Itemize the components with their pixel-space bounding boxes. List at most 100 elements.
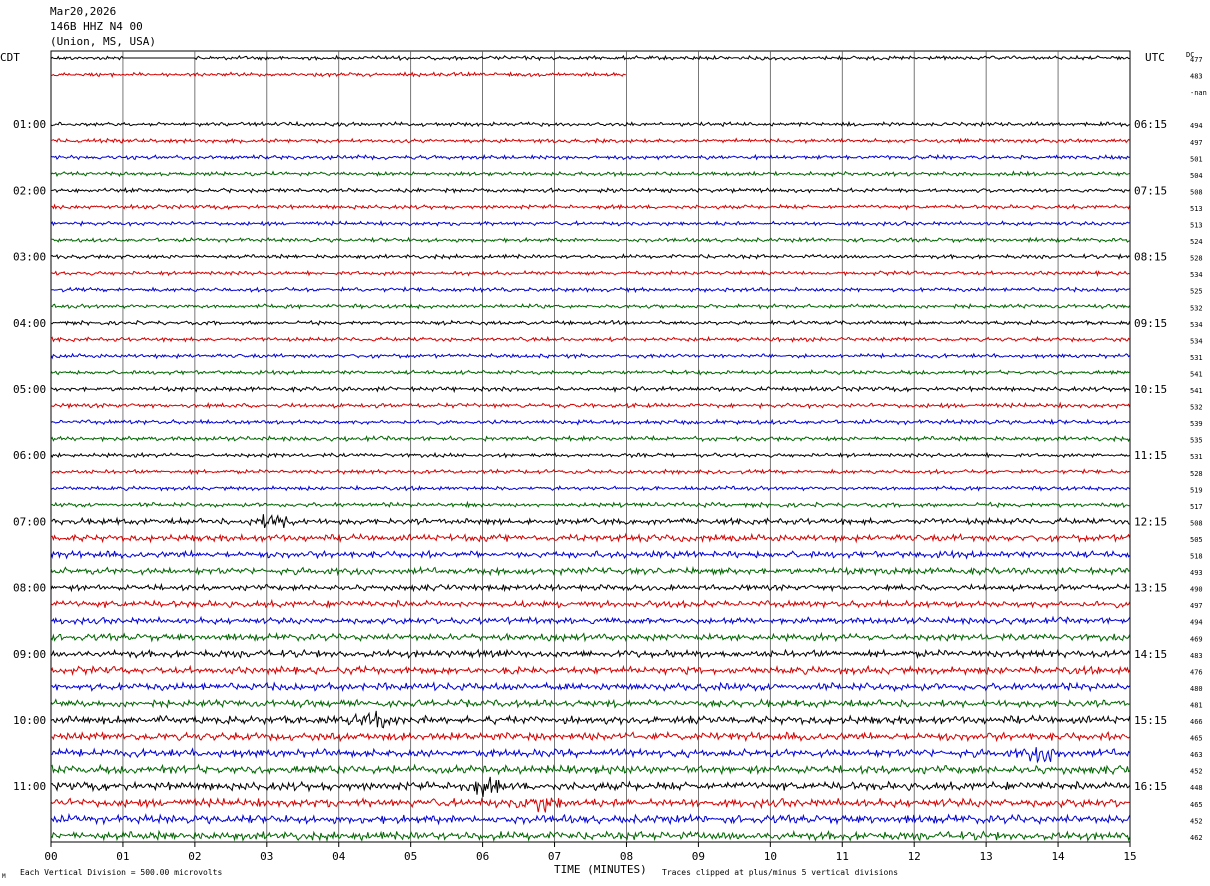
cdt-hour-label: 11:00 [13, 780, 46, 793]
dc-offset-label: 463 [1190, 751, 1203, 759]
dc-offset-label: 534 [1190, 321, 1203, 329]
x-tick-label: 04 [332, 850, 346, 863]
dc-offset-label: 534 [1190, 271, 1203, 279]
dc-offset-label: 505 [1190, 536, 1203, 544]
dc-offset-label: -nan [1190, 89, 1207, 97]
trace-row [50, 664, 1131, 677]
trace-row [50, 434, 1131, 443]
dc-offset-label: 518 [1190, 553, 1203, 561]
trace-row [50, 698, 1130, 709]
x-axis-title: TIME (MINUTES) [554, 863, 647, 876]
dc-offset-label: 465 [1190, 735, 1203, 743]
trace-row [50, 236, 1131, 244]
trace-row [50, 615, 1131, 626]
x-tick-label: 06 [476, 850, 489, 863]
x-tick-label: 01 [116, 850, 129, 863]
corner-mark: M [2, 873, 6, 880]
dc-offset-label: 497 [1190, 602, 1203, 610]
seismic-traces [50, 54, 1131, 843]
dc-offset-label: 477 [1190, 56, 1203, 64]
trace-row [50, 681, 1131, 693]
utc-hour-label: 06:15 [1134, 118, 1167, 131]
x-tick-label: 15 [1123, 850, 1136, 863]
utc-hour-label: 15:15 [1134, 714, 1167, 727]
x-tick-label: 02 [188, 850, 201, 863]
trace-row [50, 219, 1130, 227]
x-tick-label: 11 [836, 850, 849, 863]
trace-row [50, 120, 1130, 128]
dc-offset-label: 494 [1190, 619, 1203, 627]
x-tick-label: 05 [404, 850, 417, 863]
utc-hour-label: 09:15 [1134, 317, 1167, 330]
dc-offset-label: 541 [1190, 370, 1203, 378]
trace-row [50, 253, 1130, 260]
dc-offset-label: 462 [1190, 834, 1203, 842]
trace-row [50, 352, 1131, 360]
minute-gridlines [50, 50, 1131, 843]
x-tick-label: 07 [548, 850, 561, 863]
trace-row [50, 418, 1131, 426]
trace-row [50, 369, 1131, 376]
dc-offset-label: 465 [1190, 801, 1203, 809]
dc-offset-label: 480 [1190, 685, 1203, 693]
dc-offset-label: 528 [1190, 255, 1203, 263]
cdt-hour-label: 05:00 [13, 383, 46, 396]
dc-offset-label: 519 [1190, 486, 1203, 494]
trace-row [50, 137, 1131, 145]
utc-hour-label: 08:15 [1134, 251, 1167, 264]
header-location: (Union, MS, USA) [50, 35, 156, 48]
utc-hour-label: 12:15 [1134, 515, 1167, 528]
utc-hour-labels: 06:15 07:15 08:15 09:15 10:15 11:15 12:15 13:15… [1134, 118, 1167, 793]
trace-row [50, 598, 1131, 609]
right-timezone-label: UTC [1145, 51, 1165, 64]
x-tick-label: 14 [1051, 850, 1065, 863]
trace-row [50, 303, 1131, 310]
dc-offset-label: 476 [1190, 668, 1203, 676]
trace-row [50, 565, 1130, 577]
left-timezone-label: CDT [0, 51, 20, 64]
trace-row [50, 730, 1131, 743]
dc-offset-label: 531 [1190, 354, 1203, 362]
dc-offset-label: 483 [1190, 652, 1203, 660]
trace-row [50, 582, 1130, 593]
x-tick-label: 09 [692, 850, 705, 863]
scale-note: Each Vertical Division = 500.00 microvol… [20, 868, 222, 877]
dc-offset-label: 508 [1190, 519, 1203, 527]
trace-row [50, 514, 1130, 529]
dc-offset-label: 494 [1190, 122, 1203, 130]
trace-row [51, 468, 1130, 476]
dc-offset-label: 452 [1190, 817, 1203, 825]
dc-offset-label: 448 [1190, 784, 1203, 792]
dc-offset-label: 513 [1190, 205, 1203, 213]
dc-offset-label: 524 [1190, 238, 1203, 246]
trace-row [50, 319, 1131, 327]
trace-row [50, 451, 1131, 459]
cdt-hour-label: 03:00 [13, 251, 46, 264]
dc-offset-label: 452 [1190, 768, 1203, 776]
utc-hour-label: 11:15 [1134, 449, 1167, 462]
trace-row [50, 187, 1131, 194]
trace-row [50, 286, 1131, 294]
utc-hour-label: 10:15 [1134, 383, 1167, 396]
dc-offset-label: 481 [1190, 701, 1203, 709]
trace-row [50, 549, 1131, 560]
plot-frame [50, 50, 1131, 843]
x-axis-ticks: 00 01 02 03 04 05 06 07 08 09 10 11 12 13 14 15 [44, 842, 1137, 863]
trace-row [50, 829, 1131, 843]
cdt-hour-label: 07:00 [13, 515, 46, 528]
utc-hour-label: 16:15 [1134, 780, 1167, 793]
trace-row [50, 532, 1131, 544]
header-station: 146B HHZ N4 00 [50, 20, 143, 33]
clip-note: Traces clipped at plus/minus 5 vertical … [662, 868, 898, 877]
dc-offset-label: 528 [1190, 470, 1203, 478]
dc-offset-label: 466 [1190, 718, 1203, 726]
dc-offset-label: 490 [1190, 586, 1203, 594]
trace-row [50, 335, 1131, 343]
trace-row [50, 631, 1131, 643]
trace-row [50, 71, 626, 78]
trace-row [50, 484, 1131, 492]
cdt-hour-label: 06:00 [13, 449, 46, 462]
trace-row [50, 812, 1131, 826]
dc-offset-label: 501 [1190, 155, 1203, 163]
dc-offset-label: 497 [1190, 139, 1203, 147]
